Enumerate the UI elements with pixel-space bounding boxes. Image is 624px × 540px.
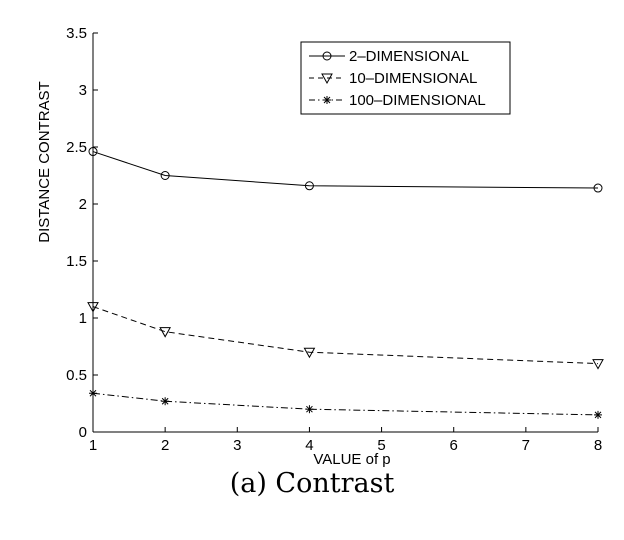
marker-stroke <box>306 405 313 413</box>
marker-stroke <box>161 397 169 405</box>
data-point-series-1 <box>593 183 603 193</box>
y-axis-title: DISTANCE CONTRAST <box>36 81 53 242</box>
x-tick-label: 5 <box>377 437 385 454</box>
series-line-1 <box>92 151 599 189</box>
x-tick-label: 8 <box>594 437 602 454</box>
x-tick-label: 4 <box>305 437 313 454</box>
legend: 2–DIMENSIONAL 10–DIMENSIONAL 100–DIMENSION… <box>300 41 511 115</box>
y-tick-label: 1 <box>79 310 87 327</box>
y-tick-label: 3.5 <box>66 25 87 42</box>
series-line-2 <box>92 306 599 365</box>
data-point-series-3 <box>594 410 602 419</box>
y-tick-label: 1.5 <box>66 253 87 270</box>
series-markers <box>87 147 604 419</box>
y-tick-label: 0 <box>79 424 87 441</box>
data-point-series-2 <box>87 302 99 313</box>
data-point-series-2 <box>592 359 604 370</box>
x-tick-label: 1 <box>89 437 97 454</box>
legend-marker-1 <box>322 51 332 61</box>
legend-marker-2 <box>321 73 333 85</box>
series-line-3 <box>92 392 599 416</box>
data-point-series-3 <box>305 405 314 414</box>
legend-label-2: 10–DIMENSIONAL <box>349 70 477 87</box>
data-point-series-2 <box>159 327 171 338</box>
y-tick-label: 2.5 <box>66 139 87 156</box>
x-tick-label: 2 <box>161 437 169 454</box>
marker-stroke <box>89 389 97 397</box>
legend-marker-3 <box>323 96 331 104</box>
legend-label-3: 100–DIMENSIONAL <box>349 92 486 109</box>
data-point-series-1 <box>160 171 170 180</box>
y-tick-label: 3 <box>79 82 87 99</box>
data-point-series-1 <box>88 147 98 157</box>
marker-stroke <box>594 411 602 419</box>
x-tick-label: 6 <box>450 437 458 454</box>
data-point-series-1 <box>304 181 314 191</box>
series-lines <box>92 151 599 416</box>
marker-stroke <box>323 96 331 104</box>
data-point-series-2 <box>303 347 316 359</box>
axes: 1 2 3 4 5 6 7 8 0 0.5 1 1.5 2 2.5 3 3.5 <box>66 25 602 454</box>
y-tick-label: 2 <box>79 196 87 213</box>
data-point-series-3 <box>89 389 97 398</box>
x-tick-label: 3 <box>233 437 241 454</box>
legend-label-1: 2–DIMENSIONAL <box>349 48 469 65</box>
x-tick-label: 7 <box>522 437 530 454</box>
legend-box <box>300 41 511 115</box>
y-tick-label: 0.5 <box>66 367 87 384</box>
figure-caption: (a) Contrast <box>229 468 395 499</box>
data-point-series-3 <box>161 397 170 406</box>
x-axis-title: VALUE of p <box>313 451 390 468</box>
chart-canvas: 1 2 3 4 5 6 7 8 0 0.5 1 1.5 2 2.5 3 3.5 2–DIMENSIONAL 10… <box>36 25 604 468</box>
